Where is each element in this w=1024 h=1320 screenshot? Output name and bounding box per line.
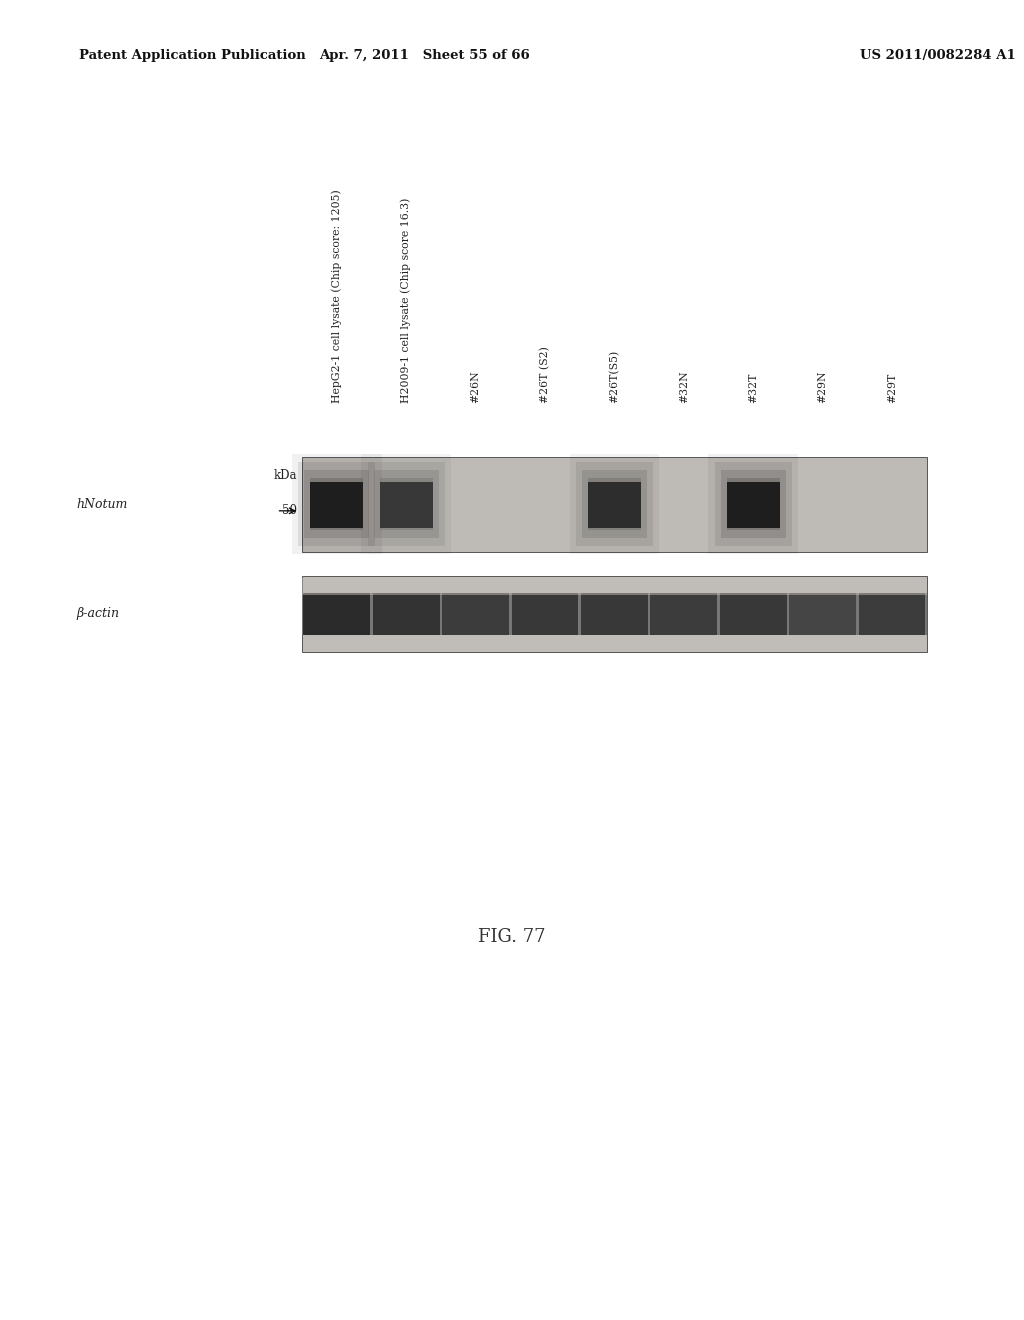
Bar: [569, 454, 659, 554]
Bar: [380, 482, 432, 528]
Bar: [720, 593, 786, 635]
Text: #32T: #32T: [749, 372, 758, 403]
Text: Patent Application Publication: Patent Application Publication: [79, 49, 305, 62]
Text: #26T (S2): #26T (S2): [540, 346, 550, 403]
Bar: [650, 593, 717, 635]
Bar: [581, 593, 648, 635]
Bar: [715, 462, 792, 546]
Bar: [582, 470, 647, 539]
Text: kDa: kDa: [273, 469, 297, 482]
Bar: [298, 462, 376, 546]
Text: hNotum: hNotum: [77, 498, 128, 511]
Bar: [292, 454, 382, 554]
Text: Apr. 7, 2011   Sheet 55 of 66: Apr. 7, 2011 Sheet 55 of 66: [319, 49, 530, 62]
Text: #26T(S5): #26T(S5): [609, 350, 620, 403]
Text: #29N: #29N: [817, 370, 827, 403]
Text: #32N: #32N: [679, 370, 689, 403]
Bar: [512, 593, 579, 635]
Bar: [709, 454, 798, 554]
Bar: [588, 478, 641, 531]
Text: US 2011/0082284 A1: US 2011/0082284 A1: [860, 49, 1016, 62]
Bar: [302, 593, 927, 635]
Bar: [790, 593, 856, 635]
Bar: [442, 593, 509, 635]
Text: #29T: #29T: [887, 372, 897, 403]
Bar: [302, 576, 927, 652]
Bar: [304, 470, 370, 539]
Bar: [303, 593, 370, 635]
Bar: [588, 482, 641, 528]
Bar: [374, 470, 438, 539]
Bar: [310, 482, 364, 528]
Bar: [380, 478, 432, 531]
Bar: [302, 578, 927, 594]
Bar: [721, 470, 785, 539]
Text: HepG2-1 cell lysate (Chip score: 1205): HepG2-1 cell lysate (Chip score: 1205): [332, 189, 342, 403]
Bar: [302, 457, 927, 552]
Text: β-actin: β-actin: [77, 607, 120, 620]
Text: 50: 50: [282, 504, 297, 517]
Bar: [727, 478, 779, 531]
Bar: [361, 454, 451, 554]
Bar: [727, 482, 779, 528]
Bar: [368, 462, 444, 546]
Text: #26N: #26N: [471, 370, 480, 403]
Bar: [310, 478, 364, 531]
Bar: [575, 462, 653, 546]
Bar: [373, 593, 439, 635]
Text: H2009-1 cell lysate (Chip score 16.3): H2009-1 cell lysate (Chip score 16.3): [401, 197, 412, 403]
Bar: [859, 593, 926, 635]
Text: FIG. 77: FIG. 77: [478, 928, 546, 946]
